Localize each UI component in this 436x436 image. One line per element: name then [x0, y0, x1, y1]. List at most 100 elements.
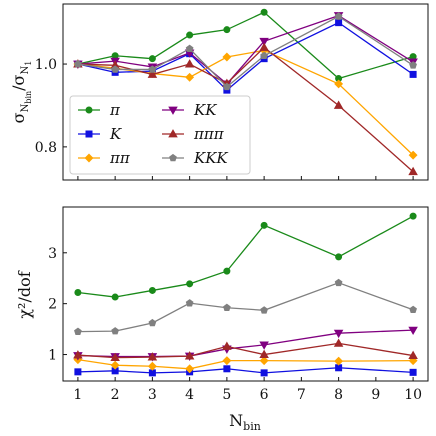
bottom-point-pipi-3 — [147, 361, 157, 371]
legend-item-pipipi: πππ — [162, 125, 225, 143]
x-tick-label-9: 9 — [371, 387, 380, 403]
bottom-y-tick-label-1: 1 — [48, 348, 57, 364]
bottom-point-pipi-6 — [259, 356, 269, 366]
legend-label-pipipi: πππ — [193, 125, 225, 143]
legend-label-kkk: KKK — [193, 149, 228, 167]
bottom-y-tick-label-3: 3 — [48, 246, 57, 262]
top-point-pipipi-8 — [333, 100, 344, 109]
legend-marker-pipipi — [168, 129, 178, 138]
legend-item-pi: π — [78, 101, 121, 119]
bottom-line-k — [77, 367, 414, 374]
top-line-pipipi — [77, 46, 414, 173]
x-tick-label-4: 4 — [185, 387, 194, 403]
bottom-point-pipipi-2 — [110, 352, 120, 362]
bottom-point-pipi-8 — [334, 356, 344, 366]
bottom-point-pipipi-5 — [222, 341, 232, 350]
bottom-point-kkk-3 — [148, 318, 157, 327]
bottom-point-pi-2 — [111, 293, 119, 301]
bottom-line-pi — [77, 215, 414, 298]
bottom-point-kkk-6 — [260, 306, 268, 314]
bottom-series-k — [74, 364, 417, 377]
x-tick-label-5: 5 — [222, 387, 231, 403]
bottom-point-pi-8 — [335, 253, 343, 261]
bottom-line-kkk — [77, 282, 414, 333]
x-axis-label: Nbin — [229, 411, 261, 433]
legend-label-pi: π — [109, 101, 121, 119]
top-point-pipipi-10 — [408, 166, 418, 176]
bottom-y-tick-label-2: 2 — [48, 297, 57, 313]
bottom-point-pi-3 — [148, 286, 156, 294]
top-point-pipipi-6 — [259, 42, 269, 51]
bottom-series-pi — [74, 212, 417, 301]
top-point-kkk-4 — [185, 44, 194, 53]
bottom-point-pi-1 — [74, 288, 82, 296]
top-plot-frame — [62, 3, 429, 181]
bottom-series-kk — [73, 326, 418, 362]
top-y-axis-label: σNbin/σN1 — [9, 61, 33, 124]
bottom-point-kkk-8 — [334, 278, 343, 287]
bottom-point-pipipi-1 — [73, 350, 83, 359]
bottom-point-kkk-5 — [223, 303, 231, 312]
bottom-point-kkk-1 — [74, 327, 82, 335]
top-point-pi-5 — [223, 26, 231, 34]
top-point-pipi-10 — [408, 150, 418, 160]
top-point-pi-3 — [148, 55, 156, 63]
top-point-pipipi-4 — [184, 59, 195, 68]
legend-frame — [69, 95, 251, 175]
top-point-pi-4 — [186, 31, 194, 39]
legend-item-kk: KK — [162, 101, 217, 119]
top-point-kkk-8 — [334, 12, 343, 20]
top-point-kkk-5 — [223, 82, 231, 91]
x-tick-label-3: 3 — [148, 387, 157, 403]
bottom-series-kkk — [74, 278, 417, 335]
bottom-plot-frame — [62, 206, 429, 382]
top-point-pipi-4 — [185, 72, 195, 82]
x-tick-label-1: 1 — [73, 387, 82, 403]
top-point-pipi-8 — [334, 79, 344, 89]
legend-item-kkk: KKK — [162, 149, 228, 167]
top-point-kkk-1 — [74, 59, 82, 68]
top-point-pipipi-3 — [147, 69, 158, 78]
x-tick-label-10: 10 — [404, 387, 422, 403]
bottom-point-pi-6 — [260, 221, 268, 229]
legend-label-kk: KK — [193, 101, 217, 119]
top-y-tick-label-0.8: 0.8 — [35, 140, 57, 156]
bottom-point-k-1 — [74, 368, 82, 376]
legend-marker-pipi — [84, 153, 94, 163]
legend-marker-kkk — [169, 153, 177, 162]
legend-marker-pi — [85, 106, 93, 114]
bottom-point-kk-8 — [333, 329, 344, 339]
bottom-panel: 1 2 3 4 5 6 7 8 9 10 1 2 3 χ²/dof Nbin — [15, 206, 429, 433]
bottom-point-kk-10 — [408, 326, 418, 336]
bottom-point-k-6 — [260, 369, 268, 377]
top-point-kkk-10 — [409, 61, 417, 69]
x-tick-label-6: 6 — [260, 387, 269, 403]
top-y-tick-label-1: 1.0 — [35, 57, 57, 73]
top-point-kkk-2 — [111, 65, 120, 73]
legend-item-pipi: ππ — [78, 149, 131, 167]
bottom-line-pipipi — [77, 342, 414, 359]
legend-label-pipi: ππ — [109, 149, 131, 167]
top-series-pi — [74, 8, 417, 83]
bottom-point-pipipi-8 — [333, 338, 344, 347]
top-point-pipi-5 — [222, 52, 232, 62]
bottom-point-pipipi-6 — [259, 349, 269, 358]
bottom-point-k-5 — [223, 365, 231, 373]
bottom-y-axis-label: χ²/dof — [15, 270, 34, 318]
top-point-k-8 — [335, 19, 343, 27]
top-point-pi-6 — [260, 8, 268, 16]
legend-label-k: K — [109, 125, 122, 143]
bottom-point-pi-10 — [409, 212, 417, 220]
bottom-point-pi-4 — [186, 280, 194, 288]
bottom-point-kkk-2 — [111, 327, 120, 335]
x-tick-label-8: 8 — [334, 387, 343, 403]
bottom-point-pipi-5 — [222, 356, 232, 366]
bottom-point-pipipi-4 — [184, 351, 195, 360]
bottom-series-pipipi — [73, 338, 418, 362]
top-series-kk — [73, 12, 418, 89]
top-line-k — [77, 21, 414, 92]
bottom-point-k-10 — [409, 368, 417, 376]
bottom-point-k-8 — [335, 364, 343, 372]
legend-marker-kk — [168, 106, 178, 115]
